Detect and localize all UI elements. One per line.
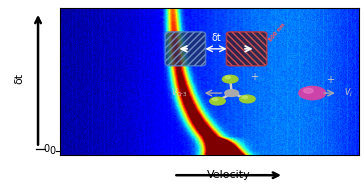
Circle shape <box>222 75 238 83</box>
Circle shape <box>240 95 255 103</box>
Text: $V_{Cr3}$: $V_{Cr3}$ <box>171 87 187 99</box>
Text: +: + <box>326 75 334 85</box>
Text: 800 nm: 800 nm <box>268 22 286 42</box>
FancyBboxPatch shape <box>165 32 206 66</box>
Circle shape <box>213 98 218 101</box>
Text: +: + <box>250 72 258 82</box>
Text: 0: 0 <box>50 146 56 156</box>
Text: 0: 0 <box>44 144 50 154</box>
Text: $V_I$: $V_I$ <box>344 87 352 99</box>
Circle shape <box>304 88 313 93</box>
FancyBboxPatch shape <box>226 32 267 66</box>
Circle shape <box>299 86 326 100</box>
Text: Velocity: Velocity <box>207 170 250 180</box>
Circle shape <box>242 96 248 98</box>
Text: δt: δt <box>14 73 24 84</box>
Text: δt: δt <box>211 33 221 43</box>
Circle shape <box>225 76 230 79</box>
Circle shape <box>225 90 238 96</box>
Circle shape <box>210 97 225 105</box>
